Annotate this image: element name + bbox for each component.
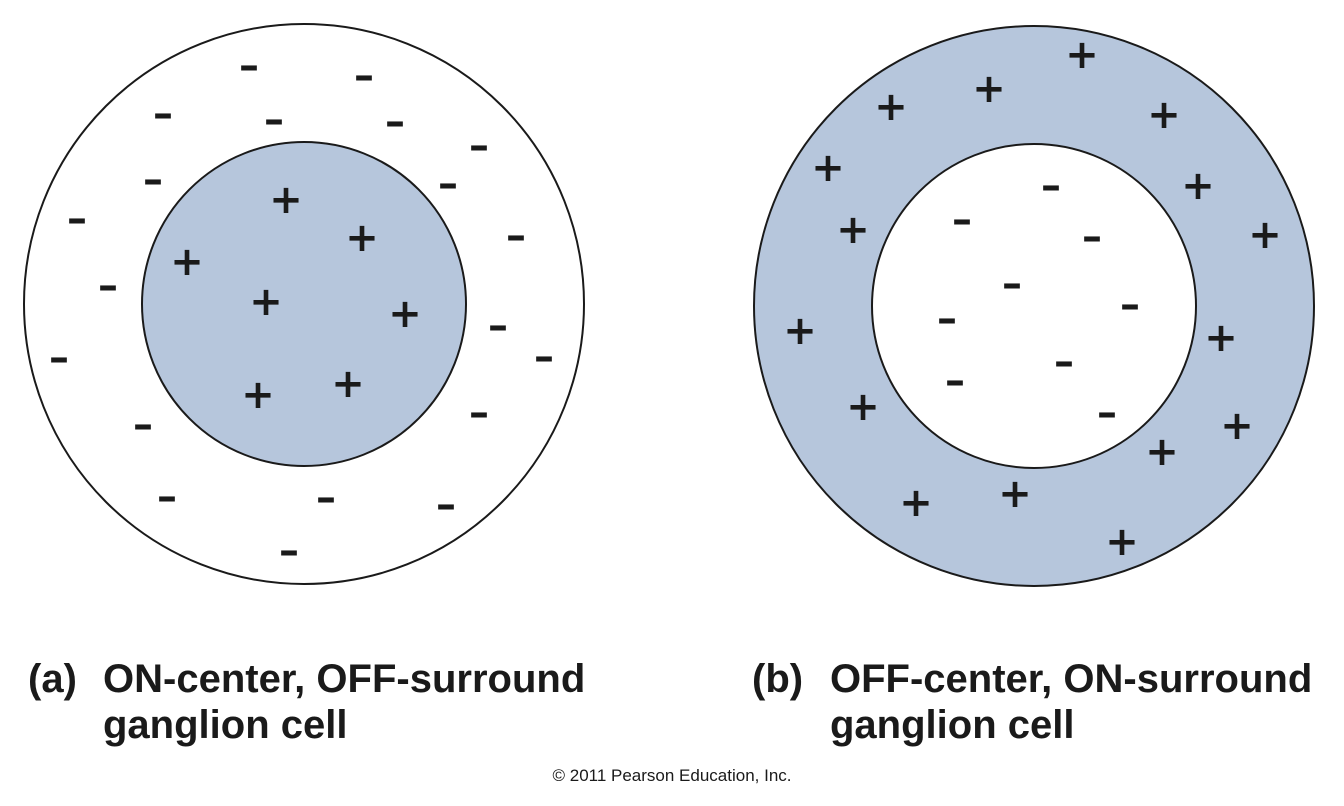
panel-b-center-minus-sign: – [1120, 282, 1140, 328]
panel-a-surround-minus-sign: – [264, 97, 284, 143]
panel-a-surround-minus-sign: – [98, 263, 118, 309]
panel-a-surround-minus-sign: – [316, 475, 336, 521]
panel-a: ++++ ++ +– –– – ––– –– –––– –– –– – –– (a) ON-cente… [23, 23, 585, 747]
panel-b-surround-plus-sign: + [836, 207, 870, 253]
panel-b-center-circle [871, 143, 1197, 469]
panel-b-surround-plus-sign: + [1147, 92, 1181, 138]
panel-b-center-minus-sign: – [1002, 261, 1022, 307]
panel-b-letter: (b) [752, 657, 803, 701]
panel-b-surround-plus-sign: + [1145, 429, 1179, 475]
panel-b-surround-plus-sign: + [1204, 315, 1238, 361]
panel-a-surround-minus-sign: – [279, 528, 299, 574]
panel-b-center-minus-sign: – [1097, 390, 1117, 436]
panel-b-surround-plus-sign: + [874, 84, 908, 130]
panel-b-center-minus-sign: – [937, 296, 957, 342]
panel-a-center-circle [141, 141, 467, 467]
panel-b-center-minus-sign: – [945, 358, 965, 404]
panel-b-center-minus-sign: – [1054, 339, 1074, 385]
panel-a-center-plus-sign: + [241, 372, 275, 418]
panel-b-signs: –– –– –––––+++ ++ ++ ++ ++ +++ ++ [783, 32, 1282, 565]
panel-b-surround-plus-sign: + [1220, 403, 1254, 449]
panel-a-surround-minus-sign: – [469, 390, 489, 436]
panel-a-surround-minus-sign: – [438, 161, 458, 207]
panel-b-surround-plus-sign: + [846, 384, 880, 430]
panel-b-center-minus-sign: – [1082, 214, 1102, 260]
panel-a-surround-minus-sign: – [488, 303, 508, 349]
panel-a-surround-minus-sign: – [157, 474, 177, 520]
panel-b: –– –– –––––+++ ++ ++ ++ ++ +++ ++ (b) OFF-center… [752, 25, 1315, 747]
panel-b-caption-line-1: OFF-center, ON-surround [830, 657, 1312, 701]
panel-a-letter: (a) [28, 657, 77, 701]
panel-a-surround-minus-sign: – [534, 334, 554, 380]
panel-a-surround-minus-sign: – [385, 99, 405, 145]
panel-a-surround-minus-sign: – [67, 196, 87, 242]
panel-a-surround-minus-sign: – [143, 157, 163, 203]
panel-b-surround-plus-sign: + [998, 471, 1032, 517]
panel-a-center-plus-sign: + [170, 239, 204, 285]
panel-a-surround-minus-sign: – [49, 335, 69, 381]
panel-b-surround-plus-sign: + [811, 145, 845, 191]
panel-a-caption-line-1: ON-center, OFF-surround [103, 657, 585, 701]
panel-a-center-plus-sign: + [345, 215, 379, 261]
panel-a-center-plus-sign: + [249, 279, 283, 325]
panel-a-center-plus-sign: + [269, 177, 303, 223]
panel-b-surround-plus-sign: + [783, 308, 817, 354]
panel-a-surround-minus-sign: – [469, 123, 489, 169]
panel-a-surround-minus-sign: – [153, 91, 173, 137]
panel-a-surround-minus-sign: – [133, 402, 153, 448]
panel-a-surround-minus-sign: – [239, 43, 259, 89]
panel-b-surround-plus-sign: + [1181, 163, 1215, 209]
panel-b-surround-plus-sign: + [1248, 212, 1282, 258]
panel-b-surround-plus-sign: + [899, 480, 933, 526]
panel-a-center-plus-sign: + [331, 361, 365, 407]
copyright-notice: © 2011 Pearson Education, Inc. [552, 766, 791, 785]
panel-a-surround-minus-sign: – [354, 53, 374, 99]
panel-b-center-minus-sign: – [952, 197, 972, 243]
panel-a-signs: ++++ ++ +– –– – ––– –– –––– –– –– – –– [49, 43, 554, 574]
panel-a-caption-line-2: ganglion cell [103, 703, 347, 747]
panel-b-center-minus-sign: – [1041, 163, 1061, 209]
panel-b-caption-line-2: ganglion cell [830, 703, 1074, 747]
panel-a-surround-minus-sign: – [436, 482, 456, 528]
panel-b-surround-plus-sign: + [1105, 519, 1139, 565]
panel-b-surround-plus-sign: + [972, 66, 1006, 112]
panel-a-center-plus-sign: + [388, 291, 422, 337]
panel-b-surround-plus-sign: + [1065, 32, 1099, 78]
panel-a-surround-minus-sign: – [506, 213, 526, 259]
